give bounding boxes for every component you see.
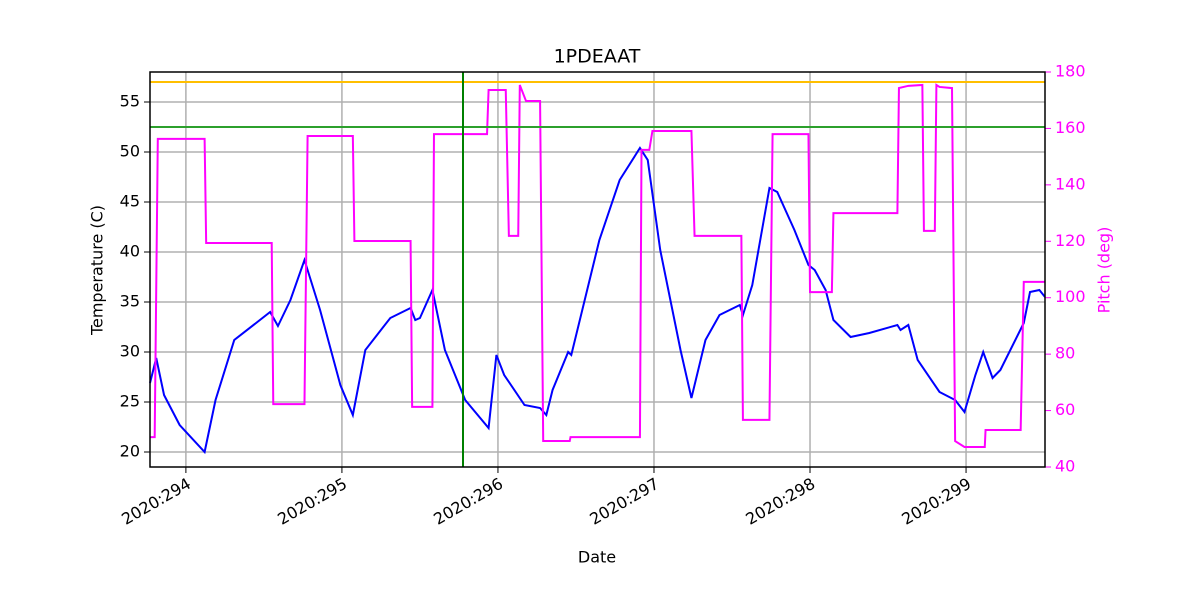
y2-axis-label: Pitch (deg) — [1095, 227, 1114, 314]
x-tick-label: 2020:294 — [118, 474, 194, 529]
y2-tick-label: 180 — [1055, 62, 1086, 81]
x-tick-label: 2020:297 — [586, 474, 662, 529]
y-tick-label: 55 — [120, 92, 140, 111]
y2-tick-label: 160 — [1055, 118, 1086, 137]
y-tick-label: 40 — [120, 242, 140, 261]
plot-frame — [149, 71, 1046, 468]
y-tick-label: 25 — [120, 392, 140, 411]
y-axis-label: Temperature (C) — [88, 205, 107, 336]
x-axis-label: Date — [578, 548, 616, 567]
y2-tick-label: 80 — [1055, 344, 1075, 363]
y-tick-label: 20 — [120, 442, 140, 461]
series-line — [150, 83, 1045, 448]
y-tick-label: 30 — [120, 342, 140, 361]
y2-tick-label: 100 — [1055, 287, 1086, 306]
x-tick-label: 2020:298 — [742, 474, 818, 529]
y2-tick-label: 140 — [1055, 174, 1086, 193]
y2-tick-label: 120 — [1055, 231, 1086, 250]
series-line — [149, 146, 1046, 455]
chart-title: 1PDEAAT — [554, 46, 641, 68]
x-tick-label: 2020:299 — [898, 474, 974, 529]
y-tick-label: 50 — [120, 142, 140, 161]
y2-tick-label: 60 — [1055, 400, 1075, 419]
x-tick-label: 2020:295 — [274, 474, 350, 529]
x-tick-label: 2020:296 — [430, 474, 506, 529]
y2-tick-label: 40 — [1055, 457, 1075, 476]
y-tick-label: 35 — [120, 292, 140, 311]
y-tick-label: 45 — [120, 192, 140, 211]
